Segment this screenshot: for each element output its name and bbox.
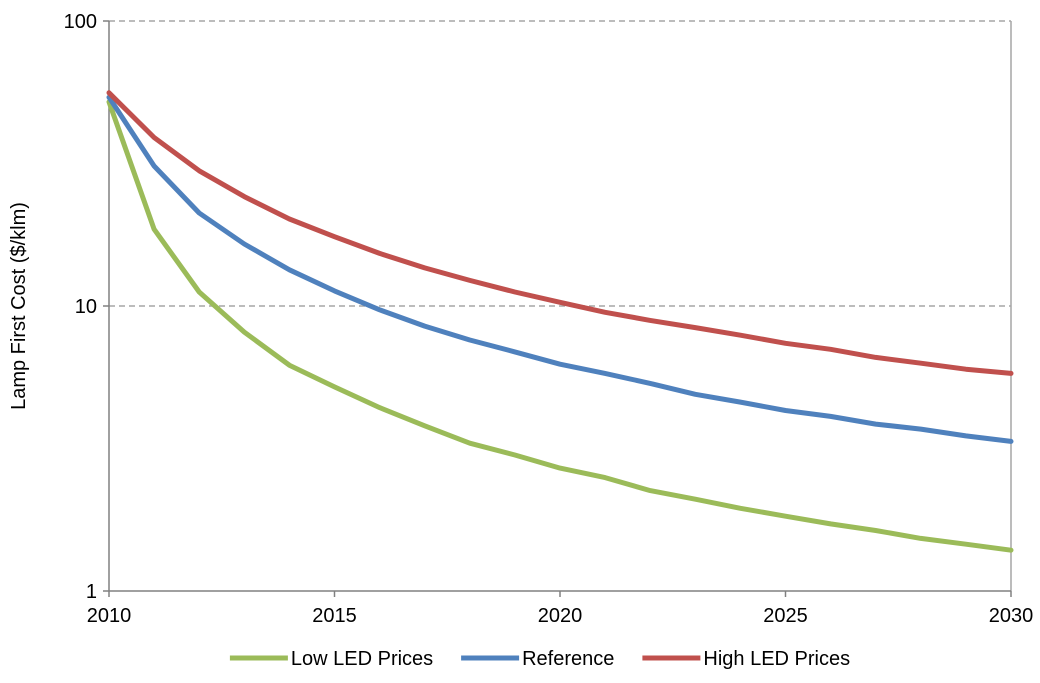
y-tick-label: 1 — [86, 581, 97, 603]
legend-item-reference: Reference — [461, 648, 614, 670]
x-tick-label: 2025 — [763, 605, 808, 627]
series-line-low-led-prices — [106, 99, 1014, 553]
x-tick-label: 2030 — [989, 605, 1034, 627]
x-tick-label: 2015 — [312, 605, 357, 627]
x-tick-label: 2020 — [538, 605, 583, 627]
gridlines — [109, 20, 1011, 307]
y-tick-label: 10 — [75, 296, 97, 318]
legend-item-low-led-prices: Low LED Prices — [229, 648, 433, 670]
legend-label: Reference — [522, 648, 614, 670]
series-line-high-led-prices — [106, 90, 1014, 376]
series-lines — [106, 90, 1014, 553]
legend: Low LED Prices Reference High LED Prices — [229, 648, 850, 670]
legend-label: Low LED Prices — [291, 648, 433, 670]
y-tick-label: 100 — [64, 11, 97, 33]
y-axis-ticks: 1 10 100 — [64, 11, 109, 603]
x-tick-label: 2010 — [87, 605, 132, 627]
series-line-reference — [106, 94, 1014, 444]
legend-item-high-led-prices: High LED Prices — [642, 648, 850, 670]
y-axis-title: Lamp First Cost ($/klm) — [8, 202, 30, 410]
legend-label: High LED Prices — [703, 648, 850, 670]
x-axis-ticks: 2010 2015 2020 2025 2030 — [87, 591, 1034, 627]
